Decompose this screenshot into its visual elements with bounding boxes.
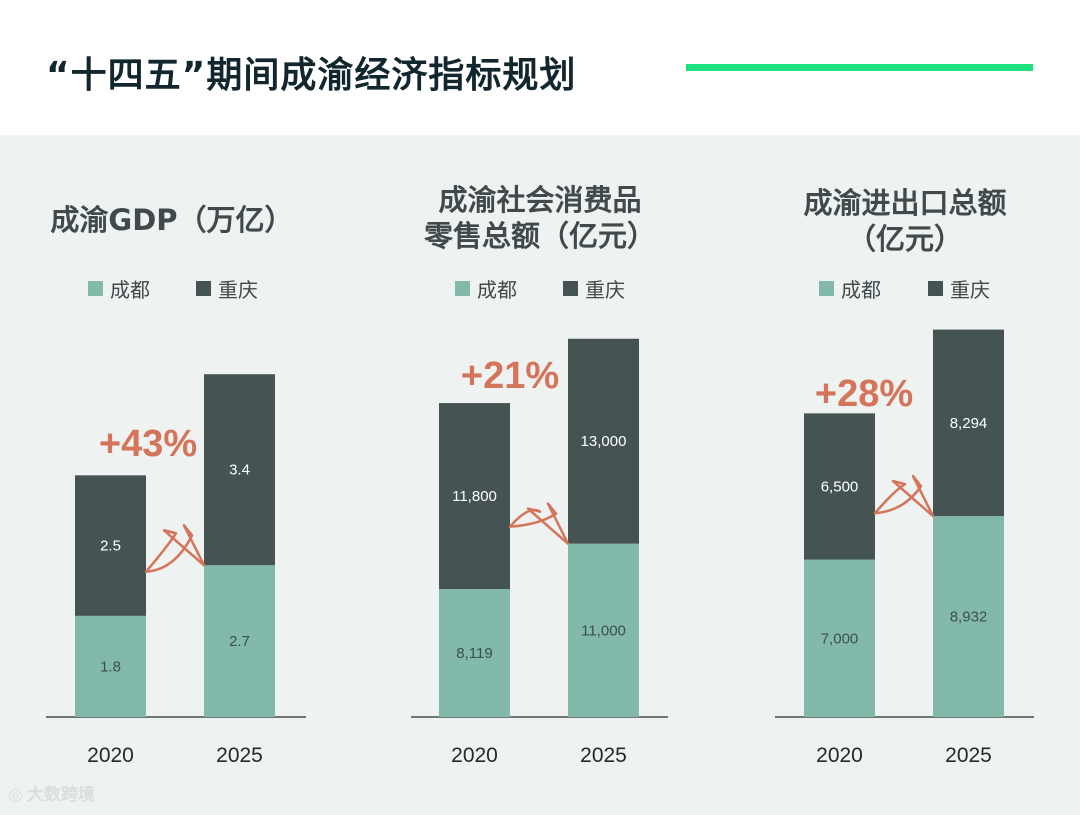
chart3-xtick-2020: 2020 (816, 744, 863, 767)
chart2-legend-label-2: 重庆 (585, 278, 625, 302)
header: “十四五”期间成渝经济指标规划 (0, 0, 1080, 135)
chart3-label-chengdu-2020: 7,000 (821, 630, 859, 647)
chart3-bar-chongqing-2025 (933, 329, 1004, 517)
chart1-bar-chongqing-2020 (75, 475, 146, 616)
chart1-xtick-2025: 2025 (216, 744, 263, 767)
chart2-legend-swatch-2 (563, 281, 578, 296)
chart2-label-chengdu-2025: 11,000 (581, 622, 626, 639)
chart2-label-chengdu-2020: 8,119 (456, 645, 492, 662)
chart1-bar-chengdu-2020 (75, 615, 146, 717)
chart3-growth-arrow-icon (873, 474, 935, 518)
chart1-label-chongqing-2025: 3.4 (229, 462, 250, 479)
logo-icon: ◎ (8, 785, 23, 805)
chart2-legend-swatch-1 (455, 281, 470, 296)
watermark-text: 大数跨境 (26, 785, 95, 805)
chart3-label-chengdu-2025: 8,932 (950, 609, 988, 626)
chart2-growth-label: +21% (461, 355, 559, 397)
chart1-growth-label: +43% (99, 423, 197, 465)
chart3-title-line-1: 成渝进出口总额 (803, 186, 1006, 220)
chart3-label-chongqing-2025: 8,294 (950, 415, 988, 432)
title-accent-line (686, 64, 1033, 71)
chart3-bar-chengdu-2025 (933, 516, 1004, 717)
chart1-label-chongqing-2020: 2.5 (100, 538, 121, 555)
chart3-title-line-2: （亿元） (847, 222, 963, 256)
chart2-bar-chengdu-2020 (439, 589, 510, 717)
chart3-xtick-2025: 2025 (945, 744, 992, 767)
chart1-growth-arrow-icon (144, 524, 206, 573)
chart3-bar-chengdu-2020 (804, 559, 875, 717)
chart2-label-chongqing-2025: 13,000 (581, 433, 627, 450)
chart2-xtick-2025: 2025 (580, 744, 627, 767)
chart3-legend-label-1: 成都 (841, 278, 881, 302)
chart2-label-chongqing-2020: 11,800 (452, 488, 497, 505)
chart3-label-chongqing-2020: 6,500 (821, 478, 859, 495)
chart1-label-chengdu-2020: 1.8 (100, 658, 121, 675)
chart1-xtick-2020: 2020 (87, 744, 134, 767)
watermark: ◎ 大数跨境 (8, 780, 95, 805)
chart1-title-line-1: 成渝GDP（万亿） (50, 203, 293, 237)
chart2-bar-chengdu-2025 (568, 543, 639, 717)
chart2-title-line-1: 成渝社会消费品 (438, 183, 641, 217)
chart2-growth-arrow-icon (508, 502, 570, 545)
chart2-title-line-2: 零售总额（亿元） (424, 219, 656, 253)
chart3-legend-swatch-2 (928, 281, 943, 296)
chart3-legend-swatch-1 (819, 281, 834, 296)
chart2-xtick-2020: 2020 (451, 744, 498, 767)
page-title: “十四五”期间成渝经济指标规划 (46, 55, 577, 96)
chart-panel-area (0, 135, 1080, 815)
chart1-bar-chongqing-2025 (204, 374, 275, 566)
chart3-growth-label: +28% (815, 373, 913, 415)
chart2-bar-chongqing-2025 (568, 338, 639, 544)
chart3-legend-label-2: 重庆 (950, 278, 990, 302)
chart1-legend-label-2: 重庆 (218, 278, 258, 302)
chart3-bar-chongqing-2020 (804, 413, 875, 560)
chart1-bar-chengdu-2025 (204, 565, 275, 717)
chart1-legend-label-1: 成都 (110, 278, 150, 302)
chart1-legend-swatch-1 (88, 281, 103, 296)
chart2-legend-label-1: 成都 (477, 278, 517, 302)
chart1-label-chengdu-2025: 2.7 (229, 633, 250, 650)
chart2-bar-chongqing-2020 (439, 403, 510, 590)
chart1-legend-swatch-2 (196, 281, 211, 296)
